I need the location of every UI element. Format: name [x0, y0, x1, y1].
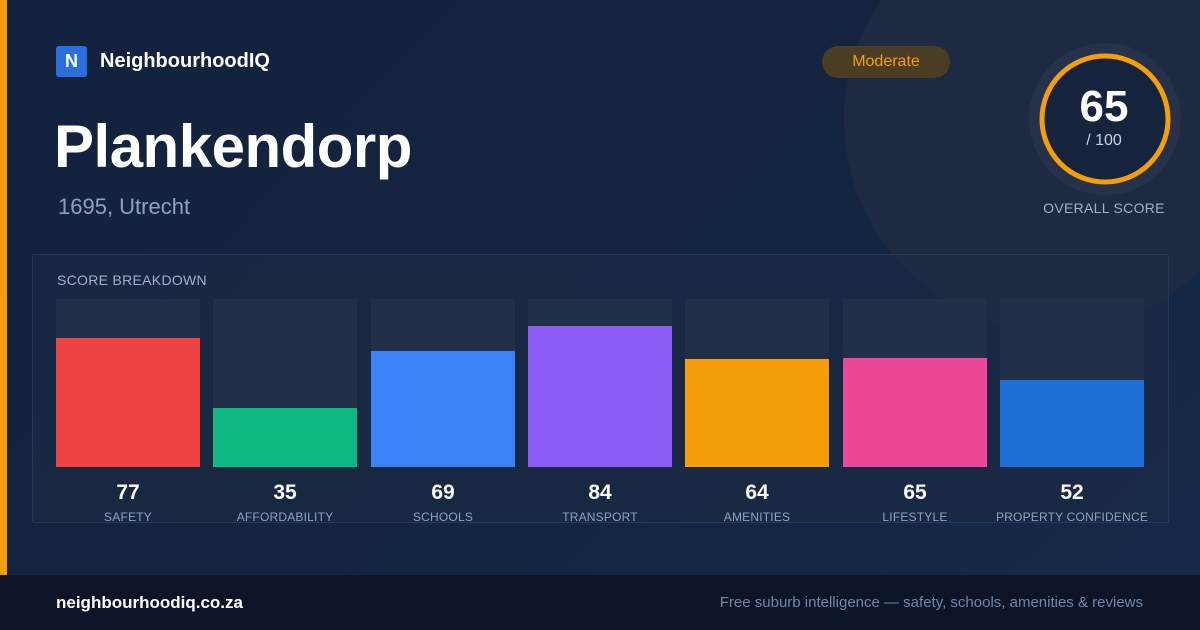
- bar-track: [1000, 299, 1144, 467]
- bar-value: 69: [431, 481, 455, 504]
- bar-label: TRANSPORT: [562, 510, 638, 524]
- bar-value: 84: [588, 481, 612, 504]
- location-subtitle: 1695, Utrecht: [58, 194, 191, 219]
- footer-tagline: Free suburb intelligence — safety, schoo…: [719, 594, 1143, 611]
- score-breakdown-title: SCORE BREAKDOWN: [57, 272, 207, 288]
- page-title: Plankendorp: [54, 113, 412, 180]
- bar-value: 65: [903, 481, 927, 504]
- bar-fill: [685, 359, 829, 467]
- bar-track: [528, 299, 672, 467]
- bar-track: [371, 299, 515, 467]
- bar-track: [56, 299, 200, 467]
- footer: neighbourhoodiq.co.za Free suburb intell…: [0, 575, 1200, 630]
- overall-score: 65 / 100: [1028, 42, 1182, 196]
- bar-value: 77: [116, 481, 140, 504]
- footer-url-link[interactable]: neighbourhoodiq.co.za: [56, 593, 243, 612]
- brand-name: NeighbourhoodIQ: [100, 50, 270, 72]
- bar-label: SCHOOLS: [412, 510, 474, 524]
- bar-label: LIFESTYLE: [882, 510, 948, 524]
- score-ring: [1029, 43, 1181, 195]
- bar-track: [685, 299, 829, 467]
- bar-label: AFFORDABILITY: [236, 510, 334, 524]
- bar-value: 52: [1060, 481, 1084, 504]
- brand[interactable]: N NeighbourhoodIQ: [56, 46, 270, 77]
- bar-fill: [371, 351, 515, 467]
- rating-badge: Moderate: [822, 46, 950, 78]
- bar-label: SAFETY: [104, 510, 152, 524]
- bar-track: [213, 299, 357, 467]
- overall-score-max: / 100: [1086, 132, 1122, 149]
- accent-bar: [0, 0, 7, 575]
- bar-label: AMENITIES: [723, 510, 791, 524]
- bar-fill: [843, 358, 987, 467]
- overall-score-label: OVERALL SCORE: [1043, 200, 1165, 216]
- bar-value: 35: [273, 481, 297, 504]
- bar-fill: [528, 326, 672, 467]
- bar-value: 64: [745, 481, 769, 504]
- score-breakdown-panel: SCORE BREAKDOWN 77 SAFETY 35 AFFORDABILITY 6…: [32, 254, 1169, 524]
- bar-label: PROPERTY CONFIDENCE: [995, 510, 1149, 524]
- bar-track: [843, 299, 987, 467]
- bar-fill: [213, 408, 357, 467]
- bar-fill: [56, 338, 200, 467]
- overall-score-value: 65: [1079, 82, 1129, 131]
- bar-fill: [1000, 380, 1144, 467]
- brand-logo-icon: N: [56, 46, 87, 77]
